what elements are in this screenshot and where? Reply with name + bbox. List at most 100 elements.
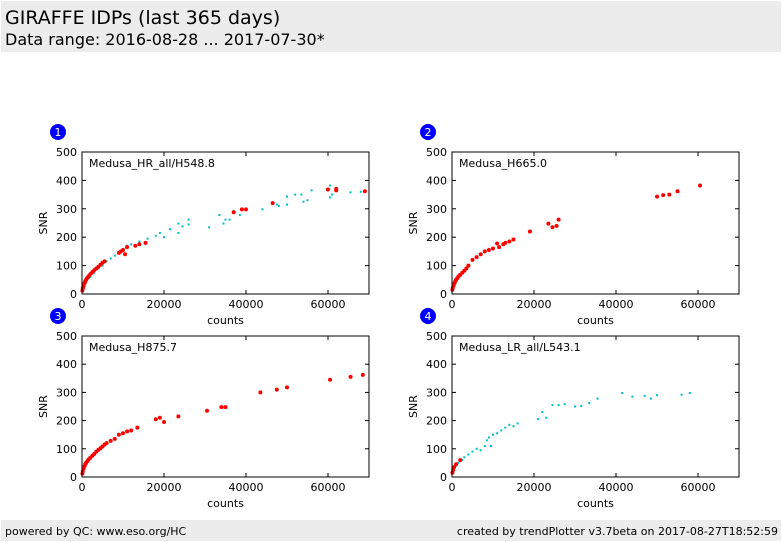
data-point bbox=[475, 447, 478, 450]
data-point bbox=[563, 403, 566, 406]
data-point bbox=[461, 459, 464, 462]
data-point bbox=[511, 237, 516, 242]
data-point bbox=[218, 214, 221, 217]
data-point bbox=[116, 432, 121, 437]
data-point bbox=[360, 372, 365, 377]
x-tick-label: 20000 bbox=[147, 481, 182, 494]
data-point bbox=[125, 245, 130, 250]
data-point bbox=[362, 189, 367, 194]
data-point bbox=[508, 423, 511, 426]
y-tick-label: 0 bbox=[70, 471, 77, 484]
data-point bbox=[138, 240, 141, 243]
footer-powered-by: powered by QC: www.eso.org/HC bbox=[5, 525, 187, 538]
x-tick-label: 0 bbox=[449, 298, 456, 311]
data-point bbox=[123, 252, 128, 257]
y-axis-label: SNR bbox=[37, 211, 50, 234]
y-tick-label: 500 bbox=[56, 146, 77, 159]
data-point bbox=[541, 411, 544, 414]
data-point bbox=[328, 377, 333, 382]
data-point bbox=[500, 429, 503, 432]
y-tick-label: 400 bbox=[56, 174, 77, 187]
x-tick-label: 20000 bbox=[147, 298, 182, 311]
data-point bbox=[474, 255, 479, 260]
data-point bbox=[537, 418, 540, 421]
data-point bbox=[125, 429, 130, 434]
data-point bbox=[463, 456, 466, 459]
data-point bbox=[163, 236, 165, 239]
y-tick-label: 200 bbox=[56, 415, 77, 428]
data-point bbox=[104, 441, 109, 446]
data-point bbox=[181, 225, 184, 228]
data-point bbox=[545, 416, 548, 419]
data-point bbox=[482, 249, 487, 254]
footer: powered by QC: www.eso.org/HC created by… bbox=[1, 520, 781, 541]
data-point bbox=[491, 246, 495, 251]
chart-title: Medusa_H665.0 bbox=[459, 157, 547, 170]
data-point bbox=[228, 218, 231, 221]
data-point bbox=[177, 231, 180, 234]
y-tick-label: 200 bbox=[56, 231, 77, 244]
x-tick-label: 60000 bbox=[311, 481, 346, 494]
data-point bbox=[310, 189, 313, 192]
chart-panel-1: 1 0 20000 40000 60000 0 100 200 300 400 500 Medusa_… bbox=[37, 124, 370, 327]
data-point bbox=[467, 453, 470, 456]
panel-badge-label: 2 bbox=[425, 126, 432, 139]
data-point bbox=[108, 438, 113, 443]
chart-title: Medusa_LR_all/L543.1 bbox=[459, 341, 581, 354]
data-point bbox=[231, 210, 236, 215]
data-point bbox=[208, 226, 211, 229]
y-tick-label: 0 bbox=[440, 288, 447, 301]
plot-frame bbox=[451, 335, 740, 478]
footer-created-by: created by trendPlotter v3.7beta on 2017… bbox=[456, 525, 778, 538]
data-point bbox=[698, 183, 703, 188]
y-tick-label: 300 bbox=[56, 203, 77, 216]
x-tick-label: 60000 bbox=[681, 298, 716, 311]
data-point bbox=[470, 257, 475, 262]
data-point bbox=[688, 391, 691, 394]
y-tick-label: 100 bbox=[426, 260, 447, 273]
y-axis-label: SNR bbox=[37, 395, 50, 418]
x-tick-label: 0 bbox=[449, 481, 456, 494]
data-point bbox=[219, 405, 224, 410]
data-point bbox=[187, 218, 190, 221]
y-tick-label: 500 bbox=[426, 330, 447, 343]
data-point bbox=[454, 462, 459, 467]
data-point bbox=[580, 404, 583, 407]
panel-badge-label: 1 bbox=[55, 126, 62, 139]
data-point bbox=[466, 263, 471, 268]
panel-badge bbox=[50, 124, 66, 140]
x-tick-label: 60000 bbox=[311, 298, 346, 311]
data-point bbox=[504, 426, 507, 429]
data-point bbox=[479, 449, 482, 452]
data-point bbox=[261, 208, 264, 211]
data-point bbox=[334, 186, 339, 191]
data-point bbox=[478, 252, 483, 257]
data-point bbox=[285, 385, 289, 390]
data-point bbox=[109, 257, 112, 260]
y-tick-label: 500 bbox=[56, 330, 77, 343]
chart-panel-2: 2 0 20000 40000 60000 0 100 200 300 400 500 Medusa_… bbox=[407, 124, 740, 327]
y-tick-label: 300 bbox=[56, 386, 77, 399]
y-tick-label: 400 bbox=[56, 358, 77, 371]
data-point bbox=[359, 190, 362, 193]
data-point bbox=[238, 214, 241, 217]
y-axis-label: SNR bbox=[407, 395, 420, 418]
data-point bbox=[550, 225, 555, 230]
plot-frame bbox=[451, 151, 740, 295]
data-point bbox=[270, 201, 275, 206]
y-tick-label: 100 bbox=[56, 260, 77, 273]
data-point bbox=[631, 395, 634, 398]
data-point bbox=[222, 222, 225, 225]
x-tick-label: 20000 bbox=[517, 298, 552, 311]
data-point bbox=[483, 444, 486, 447]
data-point bbox=[137, 242, 142, 247]
data-point bbox=[546, 221, 551, 226]
plot-frame bbox=[81, 151, 370, 295]
x-tick-label: 40000 bbox=[229, 481, 264, 494]
data-point bbox=[121, 247, 125, 252]
data-point bbox=[656, 394, 658, 397]
data-point bbox=[487, 436, 490, 439]
data-point bbox=[275, 203, 278, 206]
data-point bbox=[527, 229, 532, 234]
data-point bbox=[223, 405, 228, 410]
